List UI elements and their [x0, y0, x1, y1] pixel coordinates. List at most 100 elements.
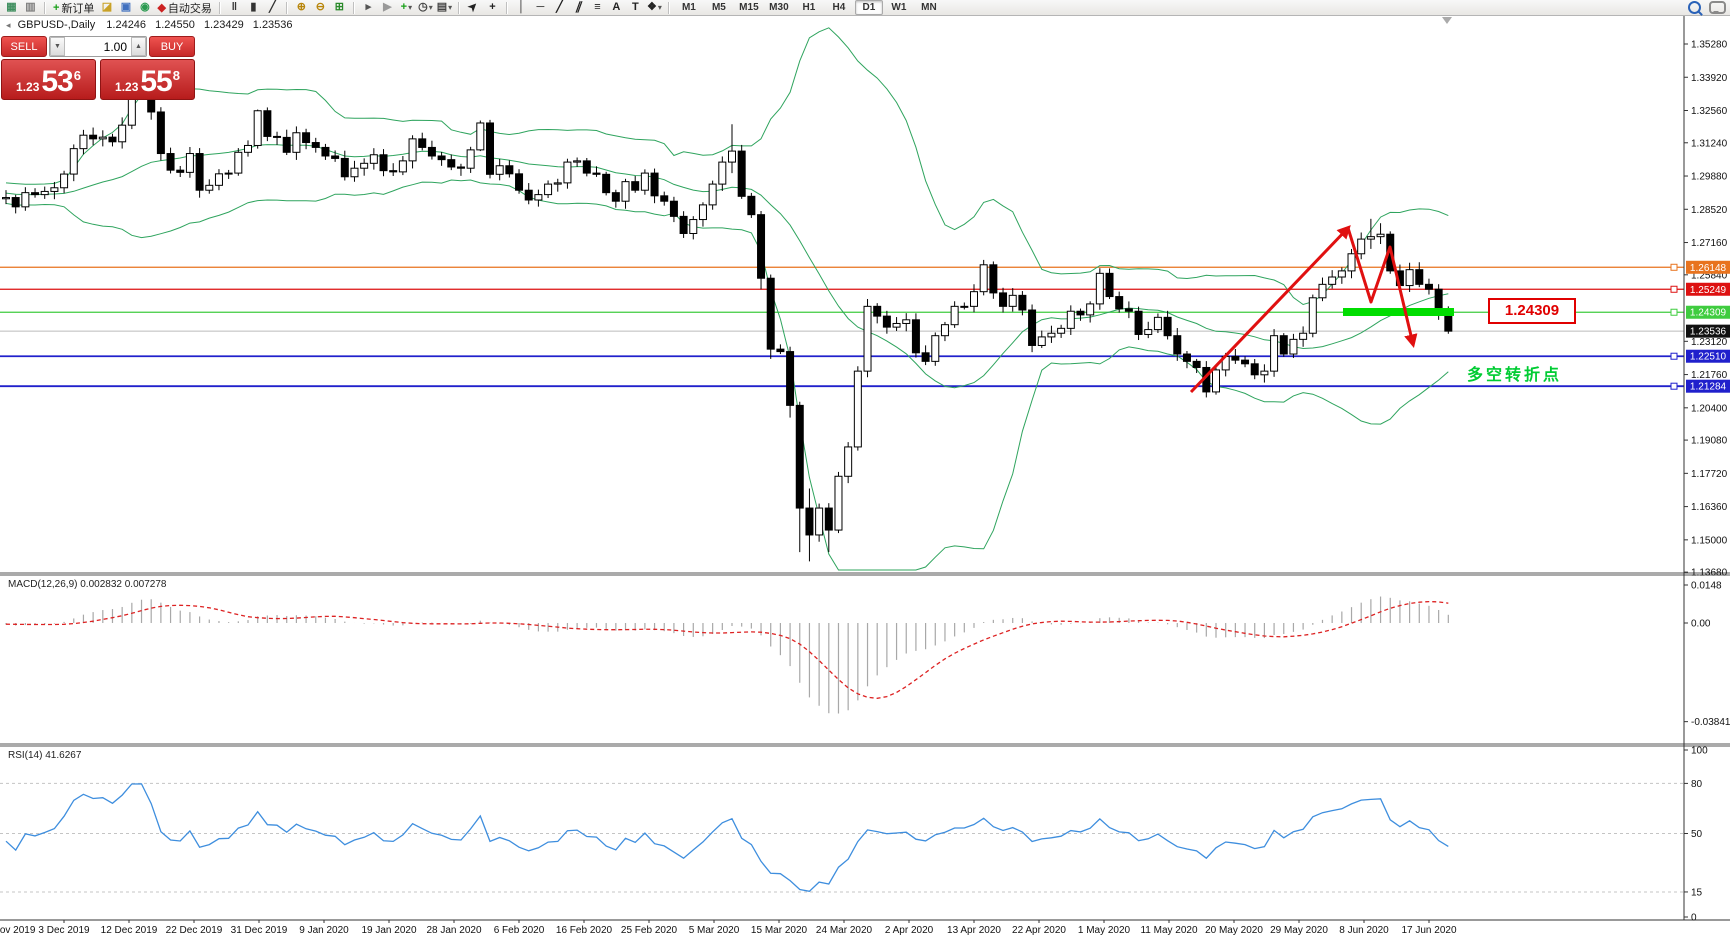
svg-text:24 Mar 2020: 24 Mar 2020	[816, 925, 873, 936]
sell-price-button[interactable]: 1.23 53 6	[1, 59, 96, 100]
candle	[69, 148, 78, 175]
signals-icon[interactable]: ◉	[135, 0, 154, 16]
svg-text:11 May 2020: 11 May 2020	[1140, 925, 1198, 936]
timeframe-h4-button[interactable]: H4	[832, 2, 846, 13]
crosshair-icon[interactable]: +	[483, 0, 502, 16]
candle	[89, 134, 98, 140]
candle	[863, 305, 872, 372]
tile-windows-icon[interactable]: ⊞	[330, 0, 349, 16]
chat-icon[interactable]	[1709, 1, 1726, 14]
dropdown-caret-icon[interactable]: ▾	[428, 3, 433, 12]
candle	[950, 305, 959, 326]
price-badge	[1686, 260, 1730, 274]
chart-shift-icon[interactable]: ▸	[359, 0, 378, 16]
pivot-annotation-text[interactable]: 多空转折点	[1467, 367, 1563, 384]
timeframe-mn-button[interactable]: MN	[921, 2, 937, 13]
analyst-annotations[interactable]	[1189, 17, 1454, 394]
dropdown-caret-icon[interactable]: ▾	[657, 3, 662, 12]
bar-chart-icon[interactable]: ‖	[225, 0, 244, 16]
svg-text:0.0148: 0.0148	[1691, 580, 1722, 591]
candle	[79, 134, 88, 150]
candle	[282, 136, 291, 153]
buy-price-big: 55	[140, 65, 172, 98]
candle	[621, 181, 630, 202]
candle	[698, 204, 707, 221]
candle	[195, 153, 204, 191]
vertical-line-icon[interactable]: │	[512, 0, 531, 16]
candle	[1163, 316, 1172, 337]
trendline-icon[interactable]: ╱	[550, 0, 569, 16]
chart-profiles-icon[interactable]: ▥	[21, 0, 40, 16]
candle	[234, 151, 243, 174]
buy-button[interactable]: BUY	[149, 36, 195, 57]
sell-price-sup: 6	[73, 68, 81, 83]
zoom-out-icon[interactable]: ⊖	[311, 0, 330, 16]
horizontal-line-icon[interactable]: ─	[531, 0, 550, 16]
timeframe-m15-button[interactable]: M15	[739, 2, 759, 13]
candle	[834, 475, 843, 531]
horizontal-level-lines[interactable]	[0, 263, 1684, 390]
candle	[805, 507, 814, 536]
text-icon[interactable]: A	[607, 0, 626, 16]
sell-button[interactable]: SELL	[1, 36, 47, 57]
price-axis[interactable]: 1.35280 1.33920 1.32560 1.31240 1.29880 1.285…	[1684, 40, 1730, 579]
candlestick-chart-icon[interactable]: ▮	[244, 0, 263, 16]
macd-pane	[5, 596, 1449, 714]
periods-icon[interactable]: ◷ ▾	[416, 0, 435, 16]
candle	[640, 172, 649, 191]
volume-increase-button[interactable]: ▲	[131, 37, 146, 56]
candle	[582, 160, 591, 174]
dropdown-caret-icon[interactable]: ▾	[408, 3, 413, 12]
buy-price-button[interactable]: 1.23 55 8	[100, 59, 195, 100]
svg-text:13 Apr 2020: 13 Apr 2020	[947, 925, 1001, 936]
timeframe-d1-button[interactable]: D1	[854, 0, 883, 15]
volume-input[interactable]	[65, 37, 131, 56]
cleanup-charts-icon[interactable]: ◪	[97, 0, 116, 16]
volume-decrease-button[interactable]: ▼	[50, 37, 65, 56]
candle	[776, 348, 785, 353]
new-order-button: +	[53, 1, 60, 14]
dropdown-caret-icon[interactable]: ▾	[448, 3, 453, 12]
autotrading-button[interactable]: ◆ 自动交易	[154, 1, 214, 15]
candle	[1366, 236, 1375, 240]
text-label-icon[interactable]: T	[626, 0, 645, 16]
toolbar-separator	[218, 1, 221, 14]
support-price-callout[interactable]: 1.24309	[1488, 298, 1576, 324]
timeframe-w1-button[interactable]: W1	[891, 2, 907, 13]
periods-icon: ◷	[418, 1, 428, 13]
candle	[970, 291, 978, 307]
arrows-icon[interactable]: ❖ ▾	[645, 0, 664, 16]
search-icon[interactable]	[1688, 1, 1701, 14]
auto-scroll-icon[interactable]: ▶	[378, 0, 397, 16]
toolbar-separator	[505, 1, 508, 14]
svg-text:0: 0	[1691, 913, 1697, 924]
timeframe-m1-button[interactable]: M1	[681, 2, 696, 13]
main-toolbar: ▦ ▥ + 新订单 ◪ ▣ ◉ ◆ 自动交易 ‖ ▮ ╱ ⊕ ⊖ ⊞ ▸ ▶ + ▾ ◷ ▾ ▤ ▾ ➤ + │ ─ ╱ ∥ ≡ A T ❖ ▾ …	[0, 0, 1730, 16]
layouts-icon[interactable]: ▣	[116, 0, 135, 16]
candle	[940, 324, 949, 337]
symbol-bullet-icon: ◂	[6, 20, 11, 30]
add-indicator-icon[interactable]: + ▾	[397, 0, 416, 16]
timeframe-m30-button[interactable]: M30	[769, 2, 789, 13]
add-indicator-icon: +	[400, 1, 408, 13]
timeframe-h1-button[interactable]: H1	[802, 2, 816, 13]
price-badge	[1686, 379, 1730, 393]
fibonacci-icon[interactable]: ≡	[588, 0, 607, 16]
chart-profiles-icon: ▥	[25, 1, 36, 13]
templates-icon[interactable]: ▤ ▾	[435, 0, 454, 16]
candle	[214, 173, 223, 186]
new-order-button[interactable]: + 新订单	[50, 1, 97, 15]
timeframe-m5-button[interactable]: M5	[711, 2, 726, 13]
line-chart-icon[interactable]: ╱	[263, 0, 282, 16]
bollinger-bands	[5, 27, 1449, 571]
new-chart-icon[interactable]: ▦	[2, 0, 21, 16]
zoom-in-icon[interactable]: ⊕	[292, 0, 311, 16]
svg-text:5 Mar 2020: 5 Mar 2020	[689, 925, 740, 936]
reversal-zigzag-arrow	[1346, 227, 1418, 348]
candle	[1337, 270, 1346, 278]
toolbar-separator	[352, 1, 355, 14]
candle	[398, 160, 407, 173]
